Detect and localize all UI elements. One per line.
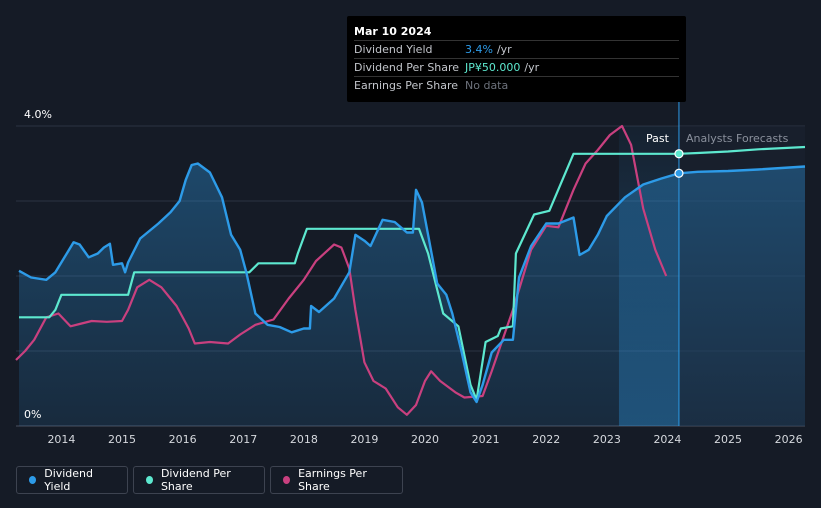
x-tick-label: 2018: [290, 433, 318, 446]
tooltip-row-dividend-yield: Dividend Yield 3.4% /yr: [354, 40, 679, 58]
dividend-yield-marker[interactable]: [674, 168, 684, 178]
tooltip-label: Dividend Yield: [354, 43, 433, 56]
tooltip-row-earnings-per-share: Earnings Per Share No data: [354, 76, 679, 94]
legend-dot-icon: [29, 476, 37, 484]
tooltip-date: Mar 10 2024: [354, 25, 432, 38]
x-tick-label: 2019: [350, 433, 378, 446]
x-tick-label: 2024: [653, 433, 681, 446]
legend-label: Dividend Yield: [44, 467, 94, 493]
x-tick-label: 2017: [229, 433, 257, 446]
legend-dividend-yield[interactable]: Dividend Yield: [16, 466, 128, 494]
tooltip-label: Dividend Per Share: [354, 61, 460, 74]
dividend-per-share-marker[interactable]: [674, 149, 684, 159]
dividend-per-share-line[interactable]: [19, 145, 806, 401]
x-tick-label: 2026: [775, 433, 803, 446]
x-tick-label: 2025: [714, 433, 742, 446]
legend-label: Earnings Per Share: [298, 467, 367, 493]
x-axis-ticks: 2014 2015 2016 2017 2018 2019 2020 2021 2022 2023…: [47, 433, 802, 446]
tooltip-label: Earnings Per Share: [354, 79, 459, 92]
x-tick-label: 2020: [411, 433, 439, 446]
tooltip-unit: /yr: [496, 43, 512, 56]
x-tick-label: 2021: [472, 433, 500, 446]
tooltip-unit: /yr: [524, 61, 540, 74]
dividend-yield-area: [19, 163, 805, 426]
tooltip-value: 3.4%: [465, 43, 493, 56]
legend-dot-icon: [146, 476, 153, 484]
legend-label: Dividend Per Share: [160, 467, 231, 493]
analysts-forecasts-label: Analysts Forecasts: [686, 132, 789, 145]
tooltip-row-dividend-per-share: Dividend Per Share JP¥50.000 /yr: [354, 58, 679, 76]
legend-earnings-per-share[interactable]: Earnings Per Share: [270, 466, 403, 494]
y-axis-top-label: 4.0%: [24, 108, 52, 121]
tooltip: Mar 10 2024 Dividend Yield 3.4% /yr Divi…: [347, 16, 686, 102]
x-tick-label: 2022: [532, 433, 560, 446]
tooltip-value: No data: [465, 79, 509, 92]
x-tick-label: 2014: [47, 433, 75, 446]
x-tick-label: 2023: [593, 433, 621, 446]
dividend-yield-line[interactable]: [18, 162, 806, 404]
y-axis-bottom-label: 0%: [24, 408, 41, 421]
past-label: Past: [646, 132, 670, 145]
legend-dot-icon: [283, 476, 291, 484]
x-tick-label: 2015: [108, 433, 136, 446]
x-tick-label: 2016: [169, 433, 197, 446]
legend-dividend-per-share[interactable]: Dividend Per Share: [133, 466, 265, 494]
tooltip-value: JP¥50.000: [465, 61, 521, 74]
